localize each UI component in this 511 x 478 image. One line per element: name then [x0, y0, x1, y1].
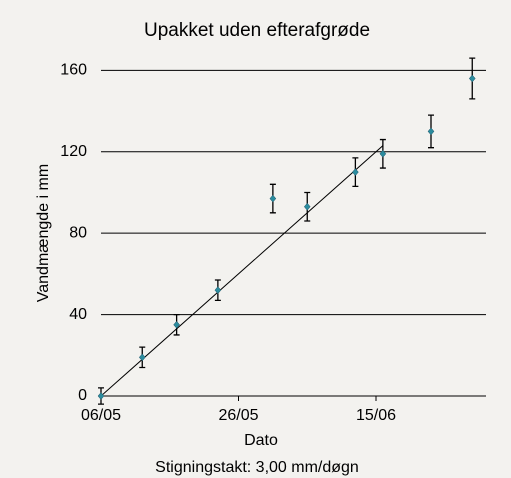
y-tick-label: 40 — [69, 306, 87, 323]
point — [269, 194, 277, 203]
point — [379, 149, 387, 158]
point — [214, 286, 222, 295]
point — [173, 320, 180, 329]
x-tick-label: 15/06 — [356, 407, 396, 424]
point — [427, 127, 435, 136]
y-tick-label: 0 — [78, 387, 87, 404]
chart-title: Upakket uden efterafgrøde — [144, 20, 370, 41]
x-tick-label: 06/05 — [81, 407, 121, 424]
point — [468, 74, 476, 83]
y-tick-label: 120 — [60, 143, 87, 160]
y-tick-label: 80 — [69, 224, 87, 241]
annotation: Stigningstakt: 3,00 mm/døgn — [155, 459, 359, 476]
x-axis-label: Dato — [244, 432, 278, 449]
trend-line — [100, 145, 384, 397]
y-tick-label: 160 — [60, 62, 87, 79]
x-tick-label: 26/05 — [218, 407, 258, 424]
point — [352, 168, 359, 177]
point — [303, 202, 311, 211]
y-axis-label: Vandmængde i mm — [35, 164, 52, 302]
point — [138, 353, 146, 362]
point — [97, 392, 105, 400]
